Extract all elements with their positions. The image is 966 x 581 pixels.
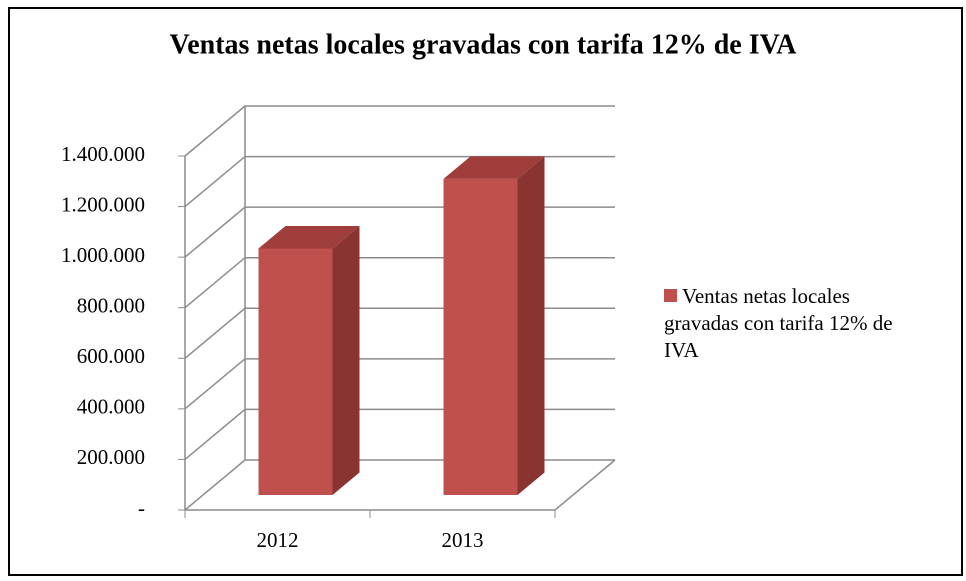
bar-top xyxy=(443,156,545,179)
bar xyxy=(258,248,333,495)
y-tick-label: 1.400.000 xyxy=(61,142,145,166)
x-tick-label: 2013 xyxy=(442,528,484,552)
y-tick-label: - xyxy=(138,496,145,520)
y-tick-label: 200.000 xyxy=(77,445,145,469)
bar xyxy=(443,178,518,495)
bar-side xyxy=(332,225,360,495)
legend-swatch xyxy=(664,289,677,302)
y-tick-label: 1.000.000 xyxy=(61,243,145,267)
y-tick-label: 1.200.000 xyxy=(61,192,145,216)
y-tick-label: 600.000 xyxy=(77,344,145,368)
bar-top xyxy=(258,225,360,249)
chart-title: Ventas netas locales gravadas con tarifa… xyxy=(170,29,798,60)
x-tick-label: 2012 xyxy=(257,528,299,552)
legend-label: Ventas netas locales gravadas con tarifa… xyxy=(664,284,893,362)
bar-side xyxy=(517,156,545,495)
y-tick-label: 400.000 xyxy=(77,395,145,419)
y-tick-label: 800.000 xyxy=(77,294,145,318)
legend: Ventas netas locales gravadas con tarifa… xyxy=(664,283,914,364)
